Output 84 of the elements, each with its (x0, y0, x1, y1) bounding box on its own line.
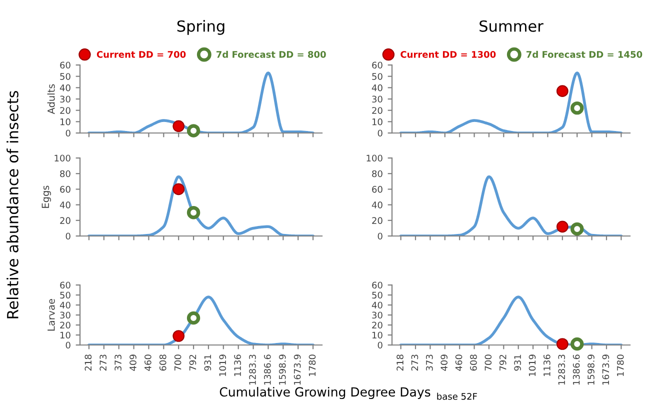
y-tick-label: 60 (60, 62, 70, 69)
x-tick-label: 1673.9 (294, 354, 301, 385)
x-tick-label: 792 (189, 354, 196, 371)
y-tick-label: 0 (378, 232, 382, 240)
x-tick-label: 1019 (219, 354, 226, 376)
x-tick-label: 931 (514, 354, 521, 371)
x-tick-label: 792 (499, 354, 506, 371)
legend-label: 7d Forecast DD = 1450 (526, 50, 642, 58)
y-tick-label: 10 (372, 332, 382, 339)
y-axis-title: Adults (47, 84, 55, 114)
y-tick-label: 40 (372, 302, 382, 309)
y-tick-label: 10 (60, 332, 70, 339)
x-tick-label: 1283.3 (558, 354, 566, 385)
y-tick-label: 50 (60, 73, 70, 80)
y-tick-label: 0 (378, 130, 382, 137)
x-tick-label: 373 (426, 354, 433, 371)
y-tick-label: 50 (372, 73, 382, 80)
legend-label: 7d Forecast DD = 800 (216, 50, 326, 58)
x-tick-label: 1780 (308, 354, 316, 376)
x-tick-label: 409 (440, 354, 448, 371)
x-tick-label: 1598.9 (278, 354, 286, 385)
y-tick-label: 20 (60, 322, 70, 329)
legend-label: Current DD = 700 (96, 51, 186, 58)
x-tick-label: 608 (159, 354, 166, 371)
y-tick-label: 60 (60, 282, 70, 289)
y-tick-label: 20 (60, 107, 70, 114)
text: base 52F (437, 392, 477, 400)
x-tick-label: 1136 (234, 354, 241, 376)
y-tick-label: 80 (372, 170, 382, 178)
text: Cumulative Growing Degree Days (220, 386, 430, 400)
y-tick-label: 40 (372, 202, 382, 208)
y-tick-label: 20 (372, 217, 382, 224)
y-tick-label: 0 (378, 342, 382, 349)
x-tick-label: 1283.3 (249, 354, 256, 385)
x-tick-label: 273 (100, 354, 107, 371)
chart-title: Summer (480, 20, 544, 32)
y-tick-label: 40 (60, 202, 70, 208)
x-tick-label: 700 (174, 354, 182, 371)
y-tick-label: 80 (60, 170, 70, 178)
y-tick-label: 40 (372, 84, 382, 92)
y-tick-label: 40 (60, 302, 70, 309)
y-tick-label: 60 (372, 282, 382, 289)
y-tick-label: 50 (372, 292, 382, 299)
x-tick-label: 1386.6 (264, 354, 271, 385)
x-tick-label: 1136 (544, 354, 550, 376)
x-tick-label: 460 (144, 354, 152, 371)
x-tick-label: 460 (455, 354, 462, 371)
y-axis-title: Larvae (48, 298, 55, 331)
x-tick-label: 409 (130, 354, 136, 371)
y-axis-title: Eggs (42, 186, 51, 208)
y-tick-label: 10 (60, 118, 70, 126)
y-tick-label: 60 (372, 62, 382, 69)
y-tick-label: 30 (372, 312, 382, 319)
x-tick-label: 700 (484, 354, 492, 371)
x-tick-label: 1598.9 (588, 354, 594, 385)
y-tick-label: 0 (66, 232, 70, 240)
x-tick-label: 608 (470, 354, 477, 371)
x-tick-label: 273 (411, 354, 418, 371)
chart-title: Spring (177, 20, 224, 35)
x-tick-label: 373 (114, 354, 122, 371)
y-tick-label: 60 (60, 186, 70, 193)
y-tick-label: 30 (60, 96, 70, 103)
y-tick-label: 0 (66, 130, 70, 137)
x-tick-label: 1673.9 (602, 354, 610, 385)
x-tick-label: 218 (396, 354, 404, 371)
x-tick-label: 1780 (616, 354, 624, 376)
y-tick-label: 60 (372, 186, 382, 193)
y-tick-label: 50 (60, 292, 70, 299)
legend-label: Current DD = 1300 (400, 51, 496, 58)
y-tick-label: 0 (66, 342, 70, 349)
y-tick-label: 10 (372, 118, 382, 126)
y-tick-label: 30 (60, 312, 70, 319)
text: Relative abundance of insects (6, 90, 18, 318)
x-tick-label: 931 (204, 354, 212, 371)
x-tick-label: 1019 (528, 354, 536, 376)
y-tick-label: 30 (372, 96, 382, 103)
y-tick-label: 40 (60, 84, 70, 92)
x-tick-label: 1386.6 (572, 354, 580, 385)
y-tick-label: 20 (372, 322, 382, 329)
y-tick-label: 20 (372, 107, 382, 114)
y-tick-label: 100 (54, 154, 70, 162)
y-tick-label: 100 (366, 154, 382, 162)
y-tick-label: 20 (60, 217, 70, 224)
x-tick-label: 218 (84, 354, 92, 371)
